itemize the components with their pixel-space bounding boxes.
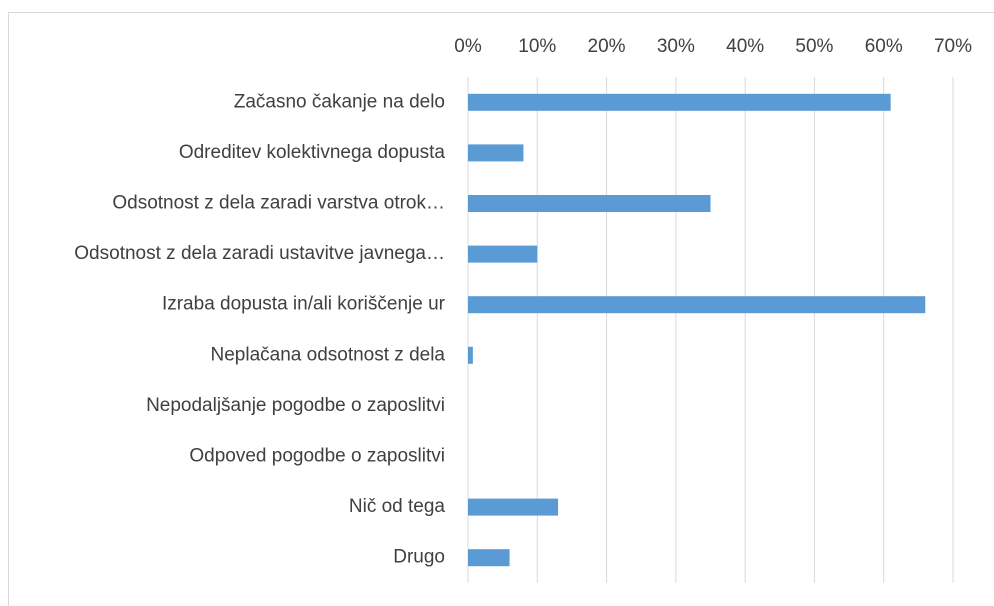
y-tick-label: Odsotnost z dela zaradi varstva otrok… [112,193,445,214]
y-tick-label: Začasno čakanje na delo [234,91,445,112]
x-tick-label: 20% [588,36,626,57]
x-tick-label: 50% [795,36,833,57]
bar [468,549,510,567]
chart-border [8,12,994,606]
bar [468,296,926,314]
bar [468,144,524,162]
bar [468,93,891,111]
bar [468,245,538,263]
x-tick-label: 40% [726,36,764,57]
y-tick-label: Nič od tega [349,496,446,517]
x-tick-label: 70% [934,36,972,57]
y-tick-label: Odreditev kolektivnega dopusta [179,142,446,163]
y-tick-label: Nepodaljšanje pogodbe o zaposlitvi [146,395,445,416]
y-tick-label: Drugo [393,547,445,568]
y-tick-label: Odpoved pogodbe o zaposlitvi [189,446,445,467]
y-tick-label: Izraba dopusta in/ali koriščenje ur [162,294,446,315]
x-tick-label: 60% [865,36,903,57]
bar [468,195,711,212]
y-tick-label: Neplačana odsotnost z dela [211,344,446,365]
x-tick-label: 30% [657,36,695,57]
x-tick-label: 10% [518,36,556,57]
y-tick-label: Odsotnost z dela zaradi ustavitve javneg… [74,243,445,264]
x-tick-label: 0% [454,36,482,57]
bar [468,498,559,516]
bar [468,346,473,364]
